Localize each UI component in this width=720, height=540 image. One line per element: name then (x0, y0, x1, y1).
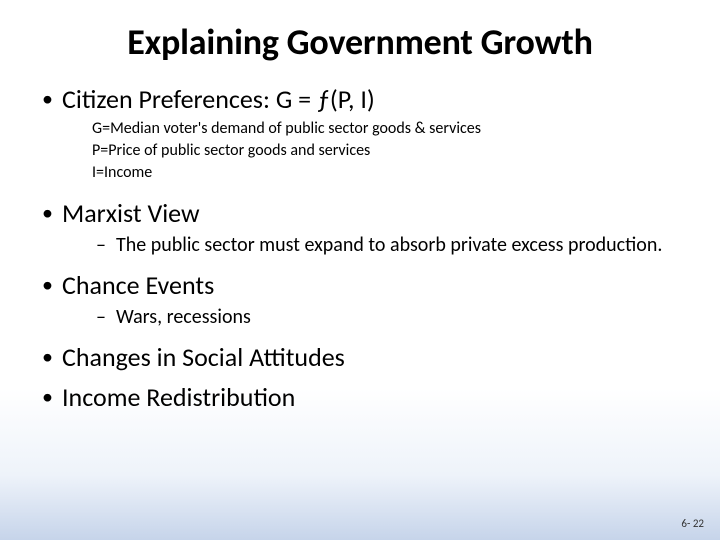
sub-label: The public sector must expand to absorb … (116, 233, 662, 257)
sub-bullet: The public sector must expand to absorb … (92, 232, 672, 258)
bullet-citizen-preferences: Citizen Preferences: G = ƒ(P, I) G=Media… (34, 82, 672, 184)
sub-list: Wars, recessions (92, 304, 672, 330)
bullet-label: Chance Events (62, 269, 214, 301)
definition-block: G=Median voter's demand of public sector… (92, 118, 672, 184)
definition-line: P=Price of public sector goods and servi… (92, 140, 672, 162)
bullet-label: Citizen Preferences: G = ƒ(P, I) (62, 83, 375, 115)
slide-title: Explaining Government Growth (48, 20, 672, 64)
sub-list: The public sector must expand to absorb … (92, 232, 672, 258)
bullet-social-attitudes: Changes in Social Attitudes (34, 340, 672, 374)
bullet-list: Citizen Preferences: G = ƒ(P, I) G=Media… (34, 82, 672, 414)
slide: Explaining Government Growth Citizen Pre… (0, 0, 720, 540)
bullet-chance-events: Chance Events Wars, recessions (34, 268, 672, 330)
bullet-label: Changes in Social Attitudes (62, 341, 345, 373)
sub-bullet: Wars, recessions (92, 304, 672, 330)
page-number: 6- 22 (681, 517, 704, 530)
bullet-label: Income Redistribution (62, 381, 295, 413)
definition-line: I=Income (92, 162, 672, 184)
bullet-income-redistribution: Income Redistribution (34, 380, 672, 414)
sub-label: Wars, recessions (116, 305, 251, 329)
definition-line: G=Median voter's demand of public sector… (92, 118, 672, 140)
bullet-label: Marxist View (62, 197, 200, 229)
bullet-marxist-view: Marxist View The public sector must expa… (34, 196, 672, 258)
